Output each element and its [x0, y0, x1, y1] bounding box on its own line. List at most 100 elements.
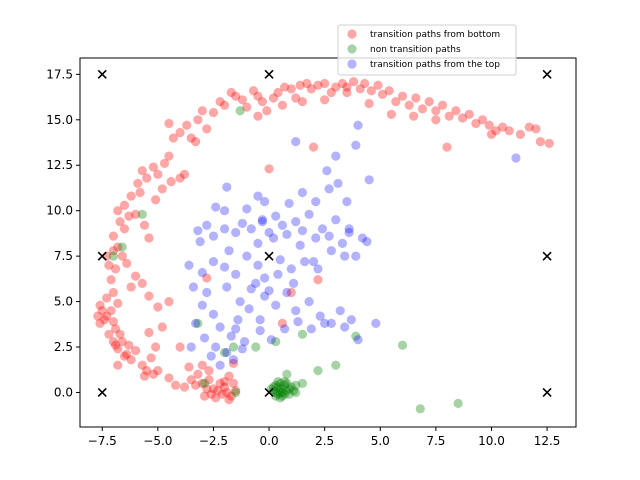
data-point [257, 216, 267, 227]
data-point [139, 220, 150, 230]
data-point [255, 326, 265, 336]
data-point [409, 111, 419, 121]
data-point [237, 218, 247, 229]
data-point [437, 100, 448, 110]
data-point [271, 211, 281, 221]
data-point [151, 195, 161, 205]
data-point [182, 120, 192, 130]
x-tick-label: 7.5 [426, 434, 445, 448]
legend-entry: transition paths from bottom [347, 29, 500, 40]
data-point [175, 342, 185, 352]
x-marker [97, 387, 107, 398]
data-point [315, 311, 325, 321]
data-point [142, 173, 152, 183]
data-point [219, 382, 230, 392]
data-point [331, 360, 341, 370]
data-point [175, 173, 185, 183]
x-tick-label: 0.0 [260, 434, 279, 448]
data-point [498, 122, 508, 132]
data-point [260, 273, 270, 283]
data-point [308, 142, 319, 152]
data-point [282, 378, 292, 388]
data-point [153, 169, 163, 179]
data-point [337, 238, 348, 249]
data-point [273, 376, 283, 387]
data-point [191, 137, 201, 147]
data-point [193, 226, 203, 236]
data-point [295, 240, 305, 250]
data-point [213, 386, 223, 396]
y-tick-label: 5.0 [54, 295, 73, 309]
data-point [284, 198, 294, 209]
y-tick-label: 0.0 [54, 385, 73, 399]
data-point [219, 376, 230, 387]
data-point [137, 278, 147, 288]
data-point [144, 327, 154, 338]
data-point [186, 342, 196, 352]
series-2 [184, 120, 521, 370]
data-point [300, 256, 310, 267]
data-point [144, 233, 154, 243]
data-point [273, 389, 283, 399]
data-point [226, 87, 236, 98]
data-point [340, 251, 350, 261]
data-point [351, 251, 361, 261]
data-point [204, 375, 214, 385]
data-point [206, 351, 216, 361]
x-marker [542, 69, 552, 79]
data-point [122, 258, 132, 269]
data-point [124, 340, 134, 350]
data-point [268, 233, 279, 243]
data-point [282, 386, 292, 396]
data-point [344, 227, 354, 238]
data-point [357, 233, 368, 243]
data-point [159, 158, 170, 169]
data-point [293, 316, 303, 327]
data-point [206, 389, 216, 399]
data-point [257, 97, 267, 107]
data-point [228, 342, 239, 352]
data-point [208, 256, 219, 267]
data-point [153, 366, 163, 376]
data-point [219, 262, 230, 272]
data-point [286, 287, 296, 298]
data-point [133, 178, 143, 189]
data-point [179, 382, 190, 392]
data-point [351, 331, 361, 341]
data-point [353, 120, 363, 130]
legend-box [337, 24, 517, 76]
marker-layer [97, 69, 552, 398]
data-point [311, 197, 321, 207]
data-point [331, 82, 341, 92]
data-point [131, 346, 141, 356]
data-point [342, 197, 352, 207]
data-point [113, 344, 123, 354]
data-point [248, 86, 259, 96]
data-point [273, 269, 283, 279]
data-point [311, 233, 321, 243]
data-point [486, 129, 497, 139]
data-point [202, 220, 212, 230]
data-point [291, 387, 301, 398]
data-point [442, 142, 452, 152]
data-point [246, 284, 256, 294]
data-point [384, 86, 394, 96]
data-point [122, 349, 132, 359]
data-point [191, 380, 201, 390]
data-point [346, 315, 356, 325]
data-point [215, 360, 225, 370]
x-marker [264, 251, 274, 261]
data-point [108, 336, 118, 347]
data-point [297, 329, 308, 339]
data-point [199, 391, 210, 401]
data-point [471, 118, 481, 129]
data-point [166, 177, 176, 187]
legend-entry: transition paths from the top [347, 59, 500, 70]
data-point [222, 347, 232, 358]
data-point [95, 318, 105, 328]
data-point [286, 382, 296, 392]
x-marker [97, 69, 107, 79]
data-point [151, 342, 161, 352]
data-point [320, 95, 330, 105]
